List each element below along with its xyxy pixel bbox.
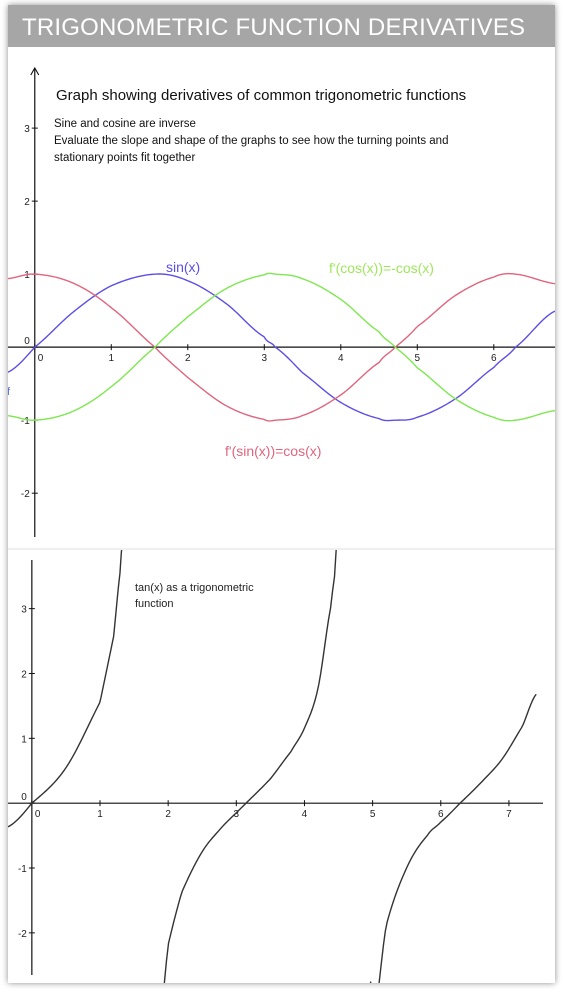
chart1-series-1-line <box>8 272 555 422</box>
chart1-series-2-line <box>8 272 555 422</box>
chart1-y-tick-label: 0 <box>24 336 30 347</box>
svg-text:tan(x) as a trigonometric: tan(x) as a trigonometric function <box>135 582 257 610</box>
chart2-x-tick-label: 5 <box>370 809 376 820</box>
trig-derivatives-chart: 0 1 2 3 4 5 6 -2 -1 0 1 2 3 Graph showing derivative… <box>8 66 555 537</box>
chart1-note-1: Sine and cosine are inverse <box>54 118 196 130</box>
chart2-x-tick-label: 6 <box>438 809 444 820</box>
legend-sin: sin(x) <box>166 259 200 275</box>
chart1-x-tick-label: 3 <box>262 353 268 364</box>
chart2-x-tick-label: 4 <box>302 809 308 820</box>
chart2-y-tick-label: -1 <box>18 864 27 875</box>
chart1-y-tick-label: 3 <box>24 124 30 135</box>
title-banner: TRIGONOMETRIC FUNCTION DERIVATIVES <box>8 5 555 47</box>
chart1-y-tick-label: 2 <box>24 197 30 208</box>
chart1-x-tick-label: 2 <box>185 353 191 364</box>
figure-card: TRIGONOMETRIC FUNCTION DERIVATIVES 0 1 2 3 4… <box>8 5 555 983</box>
chart2-x-tick-label: 1 <box>97 809 103 820</box>
chart1-note-2: Evaluate the slope and shape of the grap… <box>54 135 448 147</box>
chart2-title-line2: function <box>135 598 174 610</box>
legend-neg-cos: f'(cos(x))=-cos(x) <box>329 260 434 276</box>
chart2-y-tick-label: 1 <box>21 734 27 745</box>
chart1-series-0-line <box>8 273 555 422</box>
tan-chart: 0 1 2 3 4 5 6 7 -2 -1 0 1 2 3 tan(x) as a trigonometr… <box>8 550 543 983</box>
chart2-y-tick-label: 3 <box>21 605 27 616</box>
chart1-x-tick-label: 1 <box>108 353 114 364</box>
chart1-title: Graph showing derivatives of common trig… <box>56 87 466 104</box>
chart1-y-axis-arrow <box>30 66 40 76</box>
chart2-x-tick-label: 3 <box>234 809 240 820</box>
chart2-series-0-line <box>8 550 537 983</box>
chart2-x-tick-label: 7 <box>506 809 512 820</box>
chart1-x-tick-label: 4 <box>338 353 344 364</box>
axis-stub-label: f <box>8 386 11 398</box>
chart1-x-tick-label: 5 <box>415 353 421 364</box>
chart2-y-tick-label: -2 <box>18 929 27 940</box>
chart2-x-tick-label: 2 <box>165 809 171 820</box>
chart1-note-3: stationary points fit together <box>54 152 195 164</box>
page-title: TRIGONOMETRIC FUNCTION DERIVATIVES <box>22 14 526 41</box>
chart2-y-tick-label: 0 <box>21 792 27 803</box>
chart1-x-tick-label: 0 <box>38 353 44 364</box>
chart1-y-tick-label: 1 <box>24 270 30 281</box>
chart-divider <box>8 548 555 550</box>
legend-cos: f'(sin(x))=cos(x) <box>225 443 321 459</box>
chart1-y-tick-label: -1 <box>21 416 30 427</box>
chart1-x-tick-label: 6 <box>491 353 497 364</box>
chart1-y-tick-label: -2 <box>21 489 30 500</box>
chart2-x-tick-label: 0 <box>35 809 41 820</box>
chart2-title-line1: tan(x) as a trigonometric <box>135 582 254 594</box>
chart2-y-tick-label: 2 <box>21 669 27 680</box>
